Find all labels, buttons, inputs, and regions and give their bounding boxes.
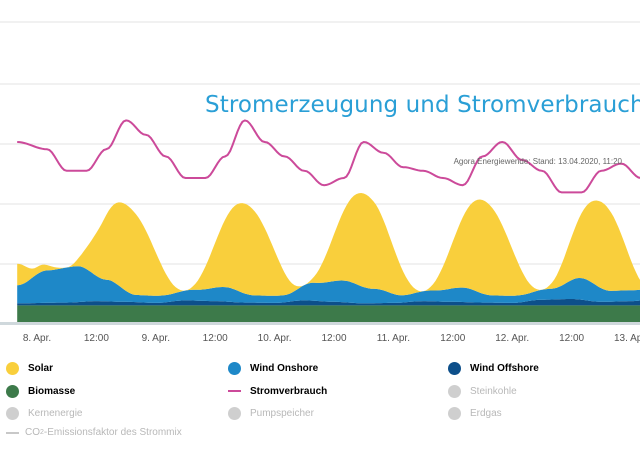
legend-label: Solar xyxy=(28,362,54,374)
legend-item-stromverbrauch[interactable]: Stromverbrauch xyxy=(228,383,327,399)
legend-item-wind-offshore[interactable]: Wind Offshore xyxy=(448,360,539,376)
x-tick-label: 8. Apr. xyxy=(22,333,52,344)
legend-label: Kernenergie xyxy=(28,407,83,419)
x-tick-label: 10. Apr. xyxy=(257,333,292,344)
legend-label: Stromverbrauch xyxy=(250,385,328,397)
co2-label-sub: 2 xyxy=(40,429,44,436)
legend-dot-swatch xyxy=(6,384,19,398)
legend-dot-swatch xyxy=(6,361,19,375)
chart-title: Stromerzeugung und Stromverbrauch xyxy=(205,92,640,118)
x-tick-label: 12:00 xyxy=(202,333,228,344)
legend-label: Erdgas xyxy=(470,407,502,419)
legend-label: Wind Offshore xyxy=(470,362,539,374)
legend-item-solar[interactable]: Solar xyxy=(6,360,53,376)
x-tick-label: 12:00 xyxy=(83,333,109,344)
legend-dot-swatch xyxy=(448,406,461,420)
legend-item-biomasse[interactable]: Biomasse xyxy=(6,383,75,399)
co2-label-suffix: -Emissionsfaktor des Strommix xyxy=(43,427,182,438)
x-tick-label: 13. Apr. xyxy=(614,333,640,344)
co2-line-swatch xyxy=(6,431,19,434)
x-tick-label: 11. Apr. xyxy=(376,333,410,344)
legend-item-pumpspeicher[interactable]: Pumpspeicher xyxy=(228,405,314,421)
legend-label: Steinkohle xyxy=(470,385,517,397)
x-tick-label: 12:00 xyxy=(559,333,585,344)
area-wind-offshore xyxy=(17,299,640,306)
legend-dot-swatch xyxy=(448,384,461,398)
area-biomasse xyxy=(17,305,640,322)
legend-dot-swatch xyxy=(448,361,461,375)
source-note: Agora Energiewende; Stand: 13.04.2020, 1… xyxy=(453,157,622,166)
legend-label: Pumpspeicher xyxy=(250,407,314,419)
legend-label: Biomasse xyxy=(28,385,76,397)
legend-dot-swatch xyxy=(228,361,241,375)
legend-item-kernenergie[interactable]: Kernenergie xyxy=(6,405,82,421)
co2-label-prefix: CO xyxy=(25,427,40,438)
legend-label: Wind Onshore xyxy=(250,362,319,374)
area-wind-onshore xyxy=(17,266,640,304)
area-solar xyxy=(17,193,640,296)
legend-item-steinkohle[interactable]: Steinkohle xyxy=(448,383,517,399)
legend-item-wind-onshore[interactable]: Wind Onshore xyxy=(228,360,318,376)
baseline-band xyxy=(0,322,640,325)
legend-line-swatch xyxy=(228,390,241,392)
legend-item-co2[interactable]: CO 2 -Emissionsfaktor des Strommix xyxy=(6,427,182,438)
x-tick-label: 12:00 xyxy=(440,333,466,344)
legend-dot-swatch xyxy=(228,406,241,420)
x-tick-label: 12. Apr. xyxy=(495,333,530,344)
x-tick-label: 12:00 xyxy=(321,333,347,344)
legend-item-erdgas[interactable]: Erdgas xyxy=(448,405,502,421)
line-stromverbrauch xyxy=(17,119,640,194)
x-tick-label: 9. Apr. xyxy=(141,333,170,344)
legend-dot-swatch xyxy=(6,406,19,420)
